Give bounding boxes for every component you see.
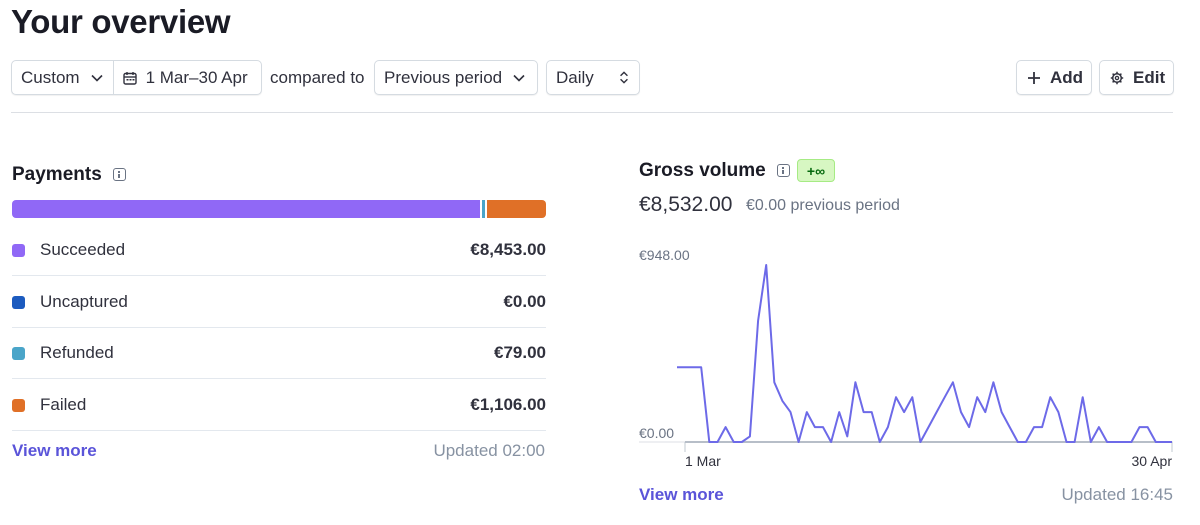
x-end-label: 30 Apr bbox=[1132, 453, 1173, 469]
add-label: Add bbox=[1050, 67, 1084, 87]
payment-row-uncaptured[interactable]: Uncaptured €0.00 bbox=[12, 277, 546, 328]
interval-select[interactable]: Daily bbox=[546, 60, 640, 95]
succeeded-dot bbox=[12, 243, 25, 257]
refunded-dot bbox=[12, 346, 25, 360]
bar-segment-failed bbox=[484, 200, 546, 218]
payment-row-label: Refunded bbox=[40, 343, 114, 362]
comparison-label: Previous period bbox=[384, 67, 503, 87]
payment-row-label: Uncaptured bbox=[40, 292, 128, 311]
add-button[interactable]: Add bbox=[1016, 60, 1092, 95]
payment-row-value: €1,106.00 bbox=[470, 395, 546, 414]
payment-row-value: €8,453.00 bbox=[470, 240, 546, 259]
change-badge: +∞ bbox=[797, 159, 835, 182]
plus-icon bbox=[1028, 71, 1040, 84]
x-start-label: 1 Mar bbox=[685, 453, 721, 469]
info-icon[interactable] bbox=[777, 164, 790, 178]
bar-segment-refunded bbox=[480, 200, 485, 218]
range-type-label: Custom bbox=[21, 67, 80, 87]
gross-volume-updated-text: Updated 16:45 bbox=[1061, 485, 1173, 504]
gear-icon bbox=[1110, 71, 1124, 84]
payments-updated-text: Updated 02:00 bbox=[433, 441, 545, 460]
y-min-label: €0.00 bbox=[639, 425, 674, 441]
date-range-control: Custom 1 Mar–30 Apr bbox=[11, 60, 262, 95]
payment-row-label: Succeeded bbox=[40, 240, 126, 259]
uncaptured-dot bbox=[12, 295, 25, 309]
date-range-button[interactable]: 1 Mar–30 Apr bbox=[112, 61, 257, 94]
payment-row-succeeded[interactable]: Succeeded €8,453.00 bbox=[12, 225, 546, 276]
edit-button[interactable]: Edit bbox=[1099, 60, 1174, 95]
gross-volume-previous: €0.00 previous period bbox=[746, 197, 900, 214]
edit-label: Edit bbox=[1133, 67, 1166, 87]
failed-dot bbox=[12, 398, 25, 412]
range-type-dropdown[interactable]: Custom bbox=[12, 61, 113, 94]
payment-row-value: €79.00 bbox=[494, 343, 546, 362]
info-icon[interactable] bbox=[113, 168, 127, 182]
chevron-down-icon bbox=[91, 74, 103, 82]
chevron-up-down-icon bbox=[620, 71, 628, 84]
payment-row-refunded[interactable]: Refunded €79.00 bbox=[12, 328, 546, 379]
payments-title: Payments bbox=[12, 164, 127, 186]
series-layer bbox=[677, 264, 1172, 443]
interval-label: Daily bbox=[556, 67, 594, 87]
y-max-label: €948.00 bbox=[639, 247, 690, 263]
gross-volume-view-more-link[interactable]: View more bbox=[639, 485, 724, 504]
comparison-dropdown[interactable]: Previous period bbox=[374, 60, 538, 95]
date-range-label: 1 Mar–30 Apr bbox=[145, 67, 248, 87]
payment-row-label: Failed bbox=[40, 395, 87, 414]
gross-volume-title: Gross volume bbox=[639, 160, 790, 182]
chevron-down-icon bbox=[513, 74, 525, 82]
gross-volume-chart[interactable]: €948.00 €0.00 1 Mar 30 Apr bbox=[630, 240, 1180, 475]
page-title: Your overview bbox=[11, 3, 231, 40]
payments-title-text: Payments bbox=[12, 164, 102, 185]
compared-to-label: compared to bbox=[270, 68, 365, 87]
payment-row-value: €0.00 bbox=[503, 292, 546, 311]
payments-stacked-bar bbox=[12, 200, 546, 218]
calendar-icon bbox=[122, 71, 137, 85]
header-divider bbox=[11, 112, 1173, 113]
payments-view-more-link[interactable]: View more bbox=[12, 441, 97, 460]
gross-volume-title-text: Gross volume bbox=[639, 160, 766, 181]
current-period-line bbox=[677, 264, 1172, 443]
gross-volume-amount: €8,532.00 bbox=[639, 193, 733, 216]
payment-row-failed[interactable]: Failed €1,106.00 bbox=[12, 380, 546, 431]
bar-segment-succeeded bbox=[12, 200, 481, 218]
